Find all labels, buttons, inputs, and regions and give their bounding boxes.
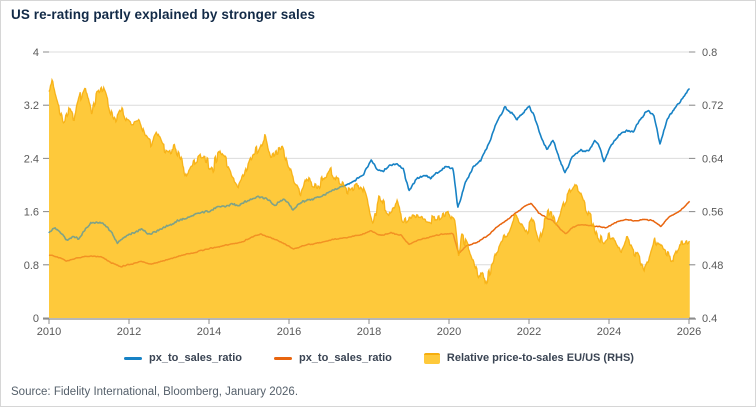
right-axis-tick-label: 0.72 xyxy=(702,100,723,112)
series-relative-area-edge xyxy=(48,77,690,285)
right-axis-tick-label: 0.4 xyxy=(702,313,717,325)
left-axis-tick-label: 0 xyxy=(33,313,39,325)
right-axis-tick-label: 0.48 xyxy=(702,260,723,272)
left-axis-tick-label: 2.4 xyxy=(24,153,39,165)
legend-label: px_to_sales_ratio xyxy=(149,352,242,364)
legend-item-eu: px_to_sales_ratio xyxy=(273,352,392,364)
x-axis-tick-label: 2024 xyxy=(597,326,621,338)
series-relative-area-overlay xyxy=(49,79,690,318)
x-axis-tick-label: 2026 xyxy=(677,326,701,338)
x-axis-tick-label: 2022 xyxy=(517,326,541,338)
source-note: Source: Fidelity International, Bloomber… xyxy=(11,386,299,398)
relative-area-swatch-icon xyxy=(423,352,440,364)
x-axis-tick-label: 2012 xyxy=(117,326,141,338)
x-axis-tick-label: 2010 xyxy=(37,326,61,338)
series-us-line xyxy=(48,88,690,245)
left-axis-tick-label: 1.6 xyxy=(24,207,39,219)
axes: 0 0.8 1.6 2.4 3.2 4 0.4 0.48 0.56 0.64 0.72 0.8 2010… xyxy=(24,47,724,338)
right-axis-tick-label: 0.8 xyxy=(702,47,717,59)
left-axis-tick-label: 0.8 xyxy=(24,260,39,272)
series-eu-line xyxy=(48,200,691,268)
eu-line-swatch-icon xyxy=(273,356,292,360)
left-axis-tick-label: 3.2 xyxy=(24,100,39,112)
series-relative-area xyxy=(49,79,690,318)
page-title: US re-rating partly explained by stronge… xyxy=(11,7,316,22)
right-axis-tick-label: 0.56 xyxy=(702,207,723,219)
chart-legend: px_to_sales_ratio px_to_sales_ratio Rela… xyxy=(49,352,709,364)
right-axis-tick-label: 0.64 xyxy=(702,153,723,165)
legend-label: px_to_sales_ratio xyxy=(298,352,392,364)
left-axis-tick-label: 4 xyxy=(33,47,39,59)
legend-label: Relative price-to-sales EU/US (RHS) xyxy=(446,352,634,364)
legend-item-relative: Relative price-to-sales EU/US (RHS) xyxy=(423,352,634,364)
x-axis-tick-label: 2014 xyxy=(197,326,221,338)
x-axis-tick-label: 2018 xyxy=(357,326,381,338)
x-axis-tick-label: 2016 xyxy=(277,326,301,338)
legend-item-us: px_to_sales_ratio xyxy=(124,352,242,364)
x-axis-tick-label: 2020 xyxy=(437,326,461,338)
us-line-swatch-icon xyxy=(124,356,143,360)
